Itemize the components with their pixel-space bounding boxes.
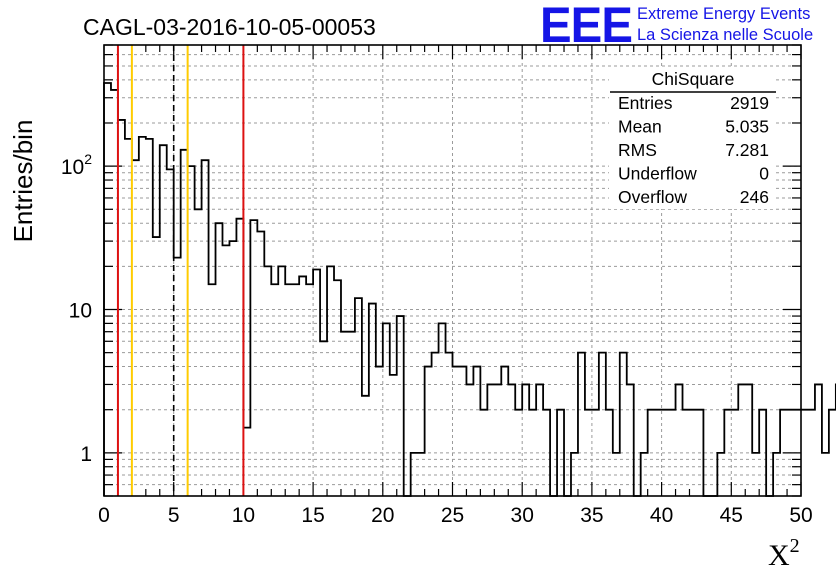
stats-rows: Entries 2919 Mean 5.035 RMS 7.281 Underflow 0 Ov… xyxy=(618,93,769,207)
x-axis-title: X2 xyxy=(768,535,800,572)
x-tick-label: 30 xyxy=(511,504,534,527)
y-tick-label: 102 xyxy=(61,151,92,179)
y-tick-label-base: 10 xyxy=(69,299,92,322)
stats-box: ChiSquare Entries 2919 Mean 5.035 RMS 7.281 Un… xyxy=(609,68,776,209)
y-tick-label-base: 1 xyxy=(80,443,92,466)
stats-value: 246 xyxy=(740,187,769,207)
x-tick-label: 35 xyxy=(580,504,603,527)
histogram-outline xyxy=(103,82,836,497)
stats-value: 0 xyxy=(759,164,769,184)
x-axis-title-base: X xyxy=(768,539,790,572)
x-tick-label: 5 xyxy=(168,504,180,527)
brand-line-1: Extreme Energy Events xyxy=(637,5,810,23)
y-tick-label: 1 xyxy=(80,443,92,466)
plot-title: CAGL-03-2016-10-05-00053 xyxy=(83,14,376,40)
x-tick-label: 0 xyxy=(98,504,110,527)
x-tick-label: 25 xyxy=(441,504,464,527)
stats-label: RMS xyxy=(618,140,657,160)
x-tick-label: 15 xyxy=(301,504,324,527)
x-tick-label: 10 xyxy=(232,504,255,527)
stats-label: Overflow xyxy=(618,187,687,207)
stats-box-title: ChiSquare xyxy=(652,69,735,89)
brand-line-2: La Scienza nelle Scuole xyxy=(637,26,813,44)
histogram-layer xyxy=(103,82,836,497)
x-tick-label: 50 xyxy=(789,504,812,527)
stats-label: Mean xyxy=(618,117,662,137)
y-tick-label-base: 10 xyxy=(61,156,84,179)
stats-value: 2919 xyxy=(730,93,769,113)
x-tick-labels: 0 5 10 15 20 25 30 35 40 45 50 xyxy=(98,504,813,527)
stats-label: Underflow xyxy=(618,164,697,184)
stats-label: Entries xyxy=(618,93,673,113)
stats-value: 7.281 xyxy=(725,140,769,160)
eee-logo-mark: EEE xyxy=(540,0,632,53)
plot-frame xyxy=(103,44,802,497)
x-tick-label: 40 xyxy=(650,504,673,527)
x-tick-label: 45 xyxy=(720,504,743,527)
y-tick-label-exponent: 2 xyxy=(84,151,92,167)
y-tick-label: 10 xyxy=(69,299,92,322)
marker-lines xyxy=(116,45,245,496)
y-axis-title: Entries/bin xyxy=(8,120,38,243)
stats-value: 5.035 xyxy=(725,117,769,137)
x-axis-title-superscript: 2 xyxy=(790,535,800,557)
x-tick-label: 20 xyxy=(371,504,394,527)
